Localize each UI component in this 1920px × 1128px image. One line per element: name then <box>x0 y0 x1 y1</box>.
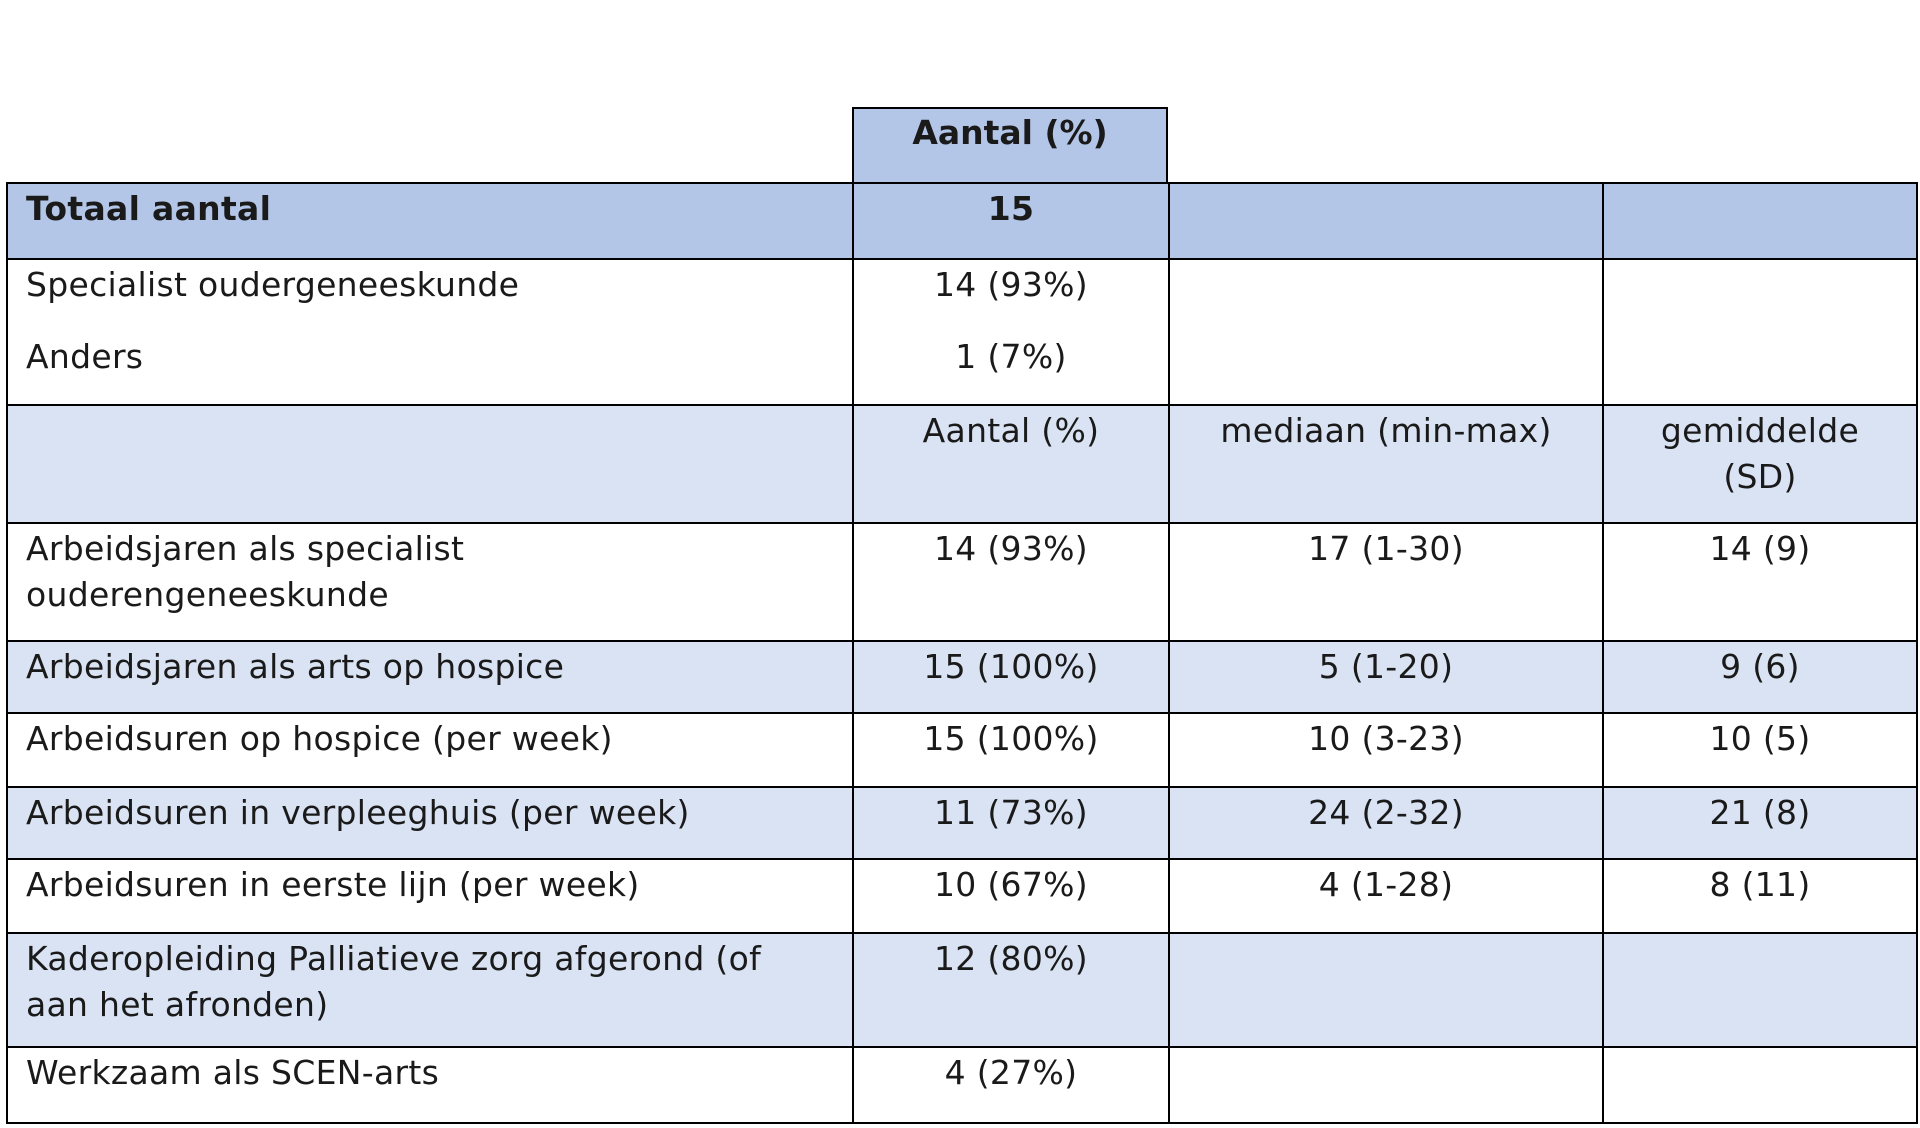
row-count: 14 (93%) <box>852 522 1170 642</box>
row-label-line1: Arbeidsjaren als specialist <box>26 529 465 568</box>
row-median: 10 (3-23) <box>1168 712 1604 788</box>
profession-label-specialist: Specialist oudergeneeskunde <box>26 265 520 304</box>
row-label: Arbeidsuren op hospice (per week) <box>6 712 854 788</box>
characteristics-table: Totaal aantal 15 Specialist oudergeneesk… <box>6 182 1918 1124</box>
row-label-line2: ouderengeneeskunde <box>26 575 389 614</box>
row-count: 15 (100%) <box>852 712 1170 788</box>
row-median <box>1168 1046 1604 1124</box>
row-label: Arbeidsjaren als specialist ouderengenee… <box>6 522 854 642</box>
row-count: 10 (67%) <box>852 858 1170 934</box>
empty-cell <box>6 404 854 524</box>
table-row-total: Totaal aantal 15 <box>6 182 1918 260</box>
empty-cell <box>1168 258 1604 406</box>
table-row: Arbeidsjaren als arts op hospice 15 (100… <box>6 640 1918 714</box>
subheader-mean-line1: gemiddelde <box>1660 411 1860 450</box>
table-row: Arbeidsjaren als specialist ouderengenee… <box>6 522 1918 642</box>
row-label-line2: aan het afronden) <box>26 985 329 1024</box>
profession-label-other: Anders <box>26 337 144 376</box>
row-label: Werkzaam als SCEN-arts <box>6 1046 854 1124</box>
row-mean <box>1602 932 1918 1048</box>
row-mean: 9 (6) <box>1602 640 1918 714</box>
row-count: 12 (80%) <box>852 932 1170 1048</box>
table-row-profession: Specialist oudergeneeskunde Anders 14 (9… <box>6 258 1918 406</box>
profession-count-specialist: 14 (93%) <box>934 265 1088 304</box>
row-mean: 10 (5) <box>1602 712 1918 788</box>
table-row: Arbeidsuren in verpleeghuis (per week) 1… <box>6 786 1918 860</box>
row-label: Kaderopleiding Palliatieve zorg afgerond… <box>6 932 854 1048</box>
row-count: 4 (27%) <box>852 1046 1170 1124</box>
row-count: 15 (100%) <box>852 640 1170 714</box>
row-label: Arbeidsuren in verpleeghuis (per week) <box>6 786 854 860</box>
profession-counts: 14 (93%) 1 (7%) <box>852 258 1170 406</box>
empty-cell <box>1168 182 1604 260</box>
row-label: Arbeidsuren in eerste lijn (per week) <box>6 858 854 934</box>
row-count: 11 (73%) <box>852 786 1170 860</box>
row-median: 5 (1-20) <box>1168 640 1604 714</box>
table-row: Arbeidsuren in eerste lijn (per week) 10… <box>6 858 1918 934</box>
table-row: Werkzaam als SCEN-arts 4 (27%) <box>6 1046 1918 1124</box>
row-mean <box>1602 1046 1918 1124</box>
row-median <box>1168 932 1604 1048</box>
table-row: Arbeidsuren op hospice (per week) 15 (10… <box>6 712 1918 788</box>
subheader-count: Aantal (%) <box>852 404 1170 524</box>
row-mean: 8 (11) <box>1602 858 1918 934</box>
table-row-subheader: Aantal (%) mediaan (min-max) gemiddelde … <box>6 404 1918 524</box>
subheader-mean-line2: (SD) <box>1723 457 1797 496</box>
column-header-aantal: Aantal (%) <box>852 107 1168 182</box>
row-label-line1: Kaderopleiding Palliatieve zorg afgerond… <box>26 939 762 978</box>
profession-count-other: 1 (7%) <box>955 337 1067 376</box>
total-count: 15 <box>852 182 1170 260</box>
row-median: 17 (1-30) <box>1168 522 1604 642</box>
row-median: 4 (1-28) <box>1168 858 1604 934</box>
profession-labels: Specialist oudergeneeskunde Anders <box>6 258 854 406</box>
row-median: 24 (2-32) <box>1168 786 1604 860</box>
row-label: Arbeidsjaren als arts op hospice <box>6 640 854 714</box>
subheader-median: mediaan (min-max) <box>1168 404 1604 524</box>
total-label: Totaal aantal <box>6 182 854 260</box>
subheader-mean: gemiddelde (SD) <box>1602 404 1918 524</box>
table-row: Kaderopleiding Palliatieve zorg afgerond… <box>6 932 1918 1048</box>
empty-cell <box>1602 182 1918 260</box>
row-mean: 21 (8) <box>1602 786 1918 860</box>
row-mean: 14 (9) <box>1602 522 1918 642</box>
empty-cell <box>1602 258 1918 406</box>
